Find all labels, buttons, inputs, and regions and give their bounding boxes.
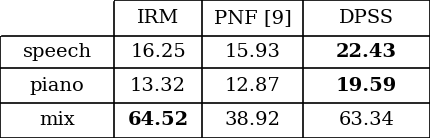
Text: 19.59: 19.59 bbox=[336, 77, 397, 95]
Text: 38.92: 38.92 bbox=[224, 111, 281, 129]
Text: 15.93: 15.93 bbox=[224, 43, 281, 61]
Text: 22.43: 22.43 bbox=[336, 43, 397, 61]
Text: 16.25: 16.25 bbox=[130, 43, 186, 61]
Text: IRM: IRM bbox=[137, 9, 179, 27]
Text: 64.52: 64.52 bbox=[127, 111, 189, 129]
Text: 12.87: 12.87 bbox=[225, 77, 280, 95]
Text: 13.32: 13.32 bbox=[130, 77, 186, 95]
Text: speech: speech bbox=[22, 43, 92, 61]
Text: PNF [9]: PNF [9] bbox=[214, 9, 292, 27]
Text: 63.34: 63.34 bbox=[338, 111, 395, 129]
Text: mix: mix bbox=[39, 111, 75, 129]
Text: piano: piano bbox=[30, 77, 84, 95]
Text: DPSS: DPSS bbox=[339, 9, 394, 27]
